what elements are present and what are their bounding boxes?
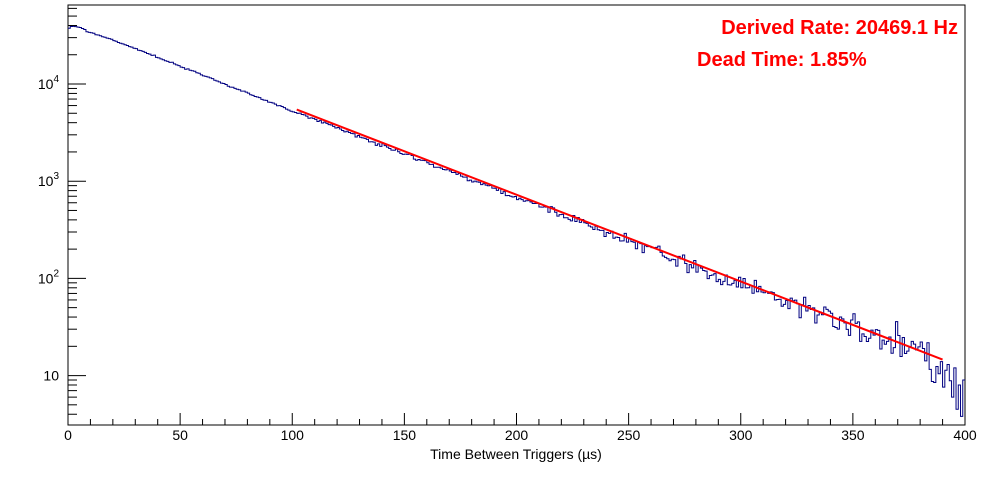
x-tick-labels: 0 50 100 150 200 250 300 350 400 [64, 427, 977, 443]
x-tick-label: 300 [729, 427, 753, 443]
y-tick-label: 104 [38, 74, 60, 92]
y-tick-labels: 10 102 103 104 [38, 74, 60, 384]
y-tick-label: 103 [38, 171, 60, 189]
x-tick-label: 0 [64, 427, 72, 443]
x-tick-label: 400 [953, 427, 977, 443]
x-tick-label: 100 [281, 427, 305, 443]
x-tick-label: 150 [393, 427, 417, 443]
y-tick-label: 10 [43, 368, 59, 384]
x-tick-label: 50 [172, 427, 188, 443]
x-tick-label: 350 [841, 427, 865, 443]
x-axis-title: Time Between Triggers (µs) [430, 446, 602, 462]
y-ticks [68, 7, 86, 415]
x-tick-label: 200 [505, 427, 529, 443]
derived-rate-annotation: Derived Rate: 20469.1 Hz [721, 17, 958, 39]
x-tick-label: 250 [617, 427, 641, 443]
y-tick-label: 102 [38, 268, 60, 286]
histogram-series [68, 25, 965, 417]
dead-time-annotation: Dead Time: 1.85% [697, 49, 867, 71]
fit-curve [296, 108, 943, 361]
x-ticks [67, 413, 966, 425]
